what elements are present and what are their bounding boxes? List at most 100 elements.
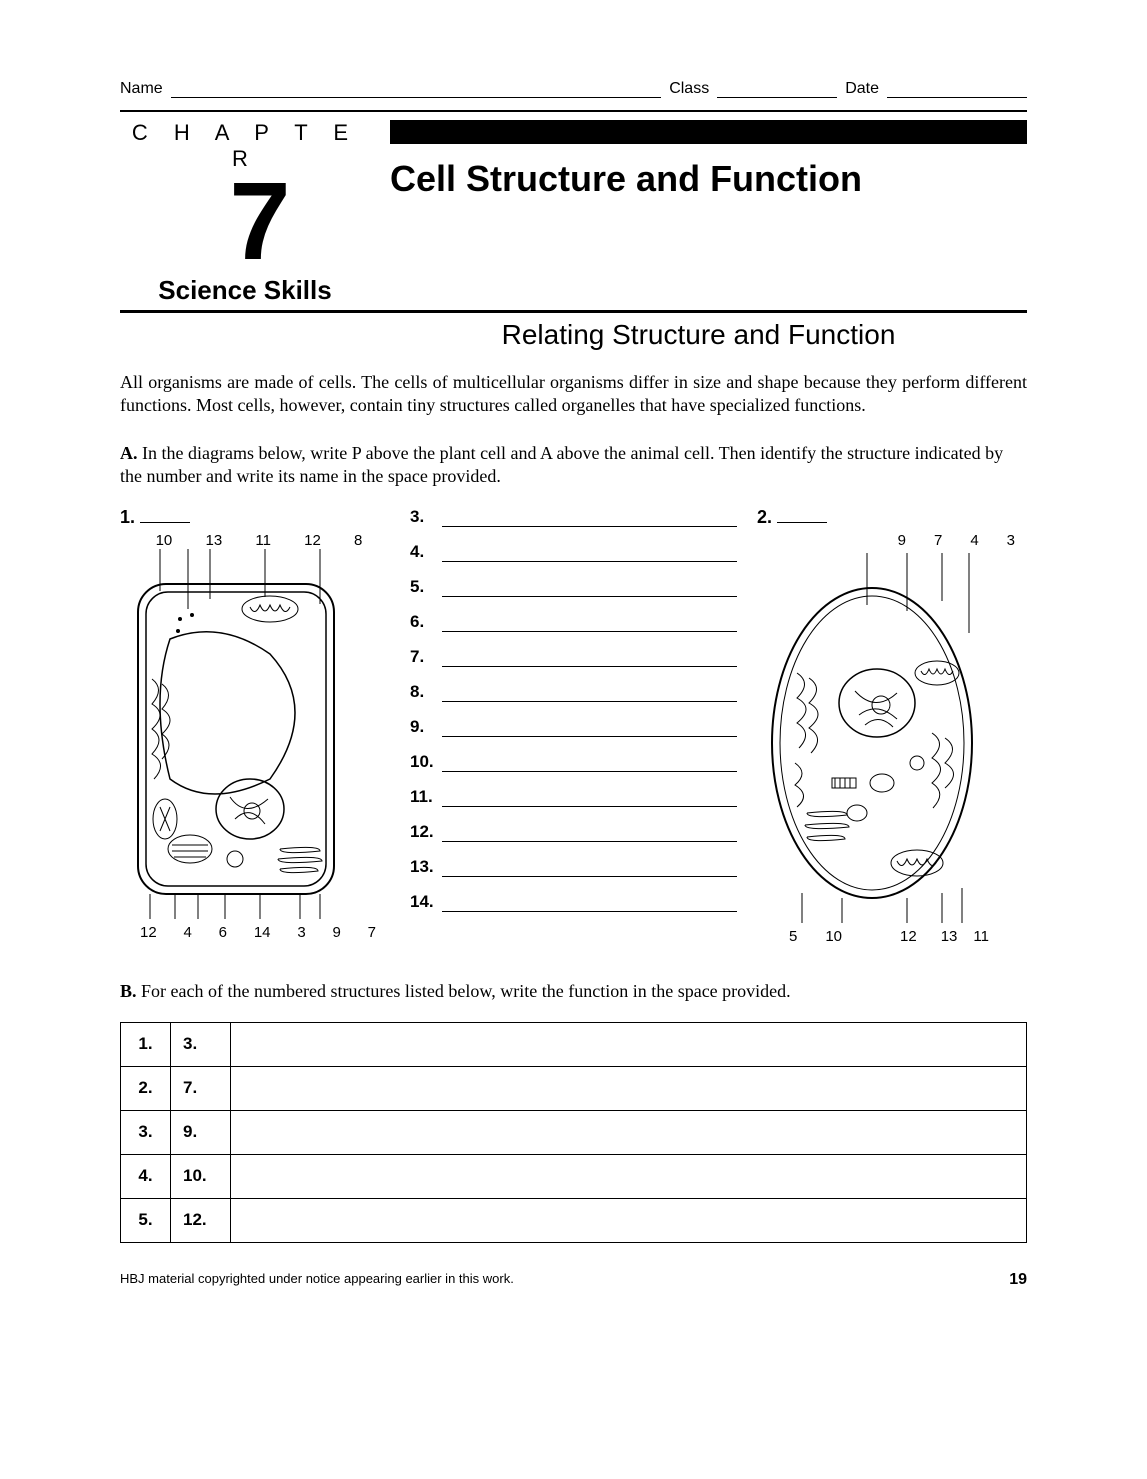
num: 3 — [297, 924, 305, 941]
plant-cell-block: 1. 10 13 11 12 8 — [120, 507, 390, 945]
row-ref: 7. — [171, 1066, 231, 1110]
num: 11 — [973, 928, 989, 945]
chapter-number: 7 — [120, 172, 370, 271]
num: 11 — [255, 532, 271, 549]
title-black-bar — [390, 120, 1027, 144]
answer-blank[interactable] — [442, 546, 737, 562]
num: 9 — [332, 924, 340, 941]
page-footer: HBJ material copyrighted under notice ap… — [120, 1271, 1027, 1289]
answer-blank[interactable] — [442, 826, 737, 842]
subtitle: Relating Structure and Function — [120, 310, 1027, 351]
line-num: 10. — [410, 752, 442, 772]
answer-blank[interactable] — [442, 511, 737, 527]
answer-blank[interactable] — [442, 686, 737, 702]
num: 13 — [941, 928, 958, 945]
answer-blank[interactable] — [442, 756, 737, 772]
num: 13 — [205, 532, 222, 549]
animal-bot-nums: 5 10 12 13 11 — [757, 928, 1027, 945]
row-ref: 12. — [171, 1198, 231, 1242]
class-blank[interactable] — [717, 80, 837, 98]
animal-cell-diagram — [757, 553, 987, 923]
row-num: 2. — [121, 1066, 171, 1110]
plant-label-num: 1. — [120, 507, 135, 527]
table-row: 3.9. — [121, 1110, 1027, 1154]
animal-cell-block: 2. 9 7 4 3 — [757, 507, 1027, 945]
num: 12 — [304, 532, 321, 549]
line-num: 3. — [410, 507, 442, 527]
plant-top-nums: 10 13 11 12 8 — [120, 528, 390, 549]
table-row: 4.10. — [121, 1154, 1027, 1198]
name-blank[interactable] — [171, 80, 662, 98]
function-table: 1.3. 2.7. 3.9. 4.10. 5.12. — [120, 1022, 1027, 1243]
instruction-b: B. For each of the numbered structures l… — [120, 981, 1027, 1002]
num: 6 — [219, 924, 227, 941]
row-num: 1. — [121, 1022, 171, 1066]
row-ref: 3. — [171, 1022, 231, 1066]
answer-lines: 3. 4. 5. 6. 7. 8. 9. 10. 11. 12. 13. 14. — [410, 507, 737, 945]
line-num: 4. — [410, 542, 442, 562]
line-num: 9. — [410, 717, 442, 737]
line-num: 13. — [410, 857, 442, 877]
line-num: 5. — [410, 577, 442, 597]
row-answer[interactable] — [231, 1198, 1027, 1242]
line-num: 7. — [410, 647, 442, 667]
num: 7 — [368, 924, 376, 941]
line-num: 6. — [410, 612, 442, 632]
plant-bot-nums: 12 4 6 14 3 9 7 — [120, 924, 390, 941]
table-row: 1.3. — [121, 1022, 1027, 1066]
date-label: Date — [845, 80, 879, 98]
row-answer[interactable] — [231, 1066, 1027, 1110]
date-blank[interactable] — [887, 80, 1027, 98]
name-label: Name — [120, 80, 163, 98]
answer-blank[interactable] — [442, 581, 737, 597]
answer-blank[interactable] — [442, 721, 737, 737]
row-answer[interactable] — [231, 1154, 1027, 1198]
num: 4 — [970, 532, 978, 549]
plant-cell-diagram — [120, 549, 350, 919]
line-num: 14. — [410, 892, 442, 912]
copyright-text: HBJ material copyrighted under notice ap… — [120, 1271, 514, 1289]
row-ref: 9. — [171, 1110, 231, 1154]
answer-blank[interactable] — [442, 896, 737, 912]
class-label: Class — [669, 80, 709, 98]
row-answer[interactable] — [231, 1110, 1027, 1154]
page-number: 19 — [1009, 1271, 1027, 1289]
science-skills: Science Skills — [120, 275, 370, 306]
answer-blank[interactable] — [442, 616, 737, 632]
num: 3 — [1007, 532, 1015, 549]
line-num: 11. — [410, 787, 442, 807]
num: 10 — [825, 928, 842, 945]
instruction-a-bold: A. — [120, 443, 138, 463]
table-row: 5.12. — [121, 1198, 1027, 1242]
answer-blank[interactable] — [442, 861, 737, 877]
diagram-section: 1. 10 13 11 12 8 — [120, 507, 1027, 945]
header-fields: Name Class Date — [120, 80, 1027, 98]
row-answer[interactable] — [231, 1022, 1027, 1066]
instruction-b-bold: B. — [120, 981, 137, 1001]
answer-blank[interactable] — [442, 791, 737, 807]
num: 10 — [156, 532, 173, 549]
row-num: 5. — [121, 1198, 171, 1242]
animal-label-num: 2. — [757, 507, 772, 527]
num: 9 — [898, 532, 906, 549]
chapter-header: C H A P T E R 7 Science Skills Cell Stru… — [120, 110, 1027, 306]
animal-top-nums: 9 7 4 3 — [757, 528, 1027, 553]
answer-blank[interactable] — [442, 651, 737, 667]
main-title: Cell Structure and Function — [390, 158, 1027, 200]
animal-label-blank[interactable] — [777, 509, 827, 523]
line-num: 12. — [410, 822, 442, 842]
intro-paragraph: All organisms are made of cells. The cel… — [120, 371, 1027, 418]
num: 7 — [934, 532, 942, 549]
table-row: 2.7. — [121, 1066, 1027, 1110]
row-num: 3. — [121, 1110, 171, 1154]
num: 14 — [254, 924, 271, 941]
row-ref: 10. — [171, 1154, 231, 1198]
num: 5 — [789, 928, 797, 945]
row-num: 4. — [121, 1154, 171, 1198]
instruction-b-text: For each of the numbered structures list… — [141, 981, 791, 1001]
num: 12 — [900, 928, 917, 945]
plant-label-blank[interactable] — [140, 509, 190, 523]
line-num: 8. — [410, 682, 442, 702]
num: 4 — [184, 924, 192, 941]
num: 12 — [140, 924, 157, 941]
